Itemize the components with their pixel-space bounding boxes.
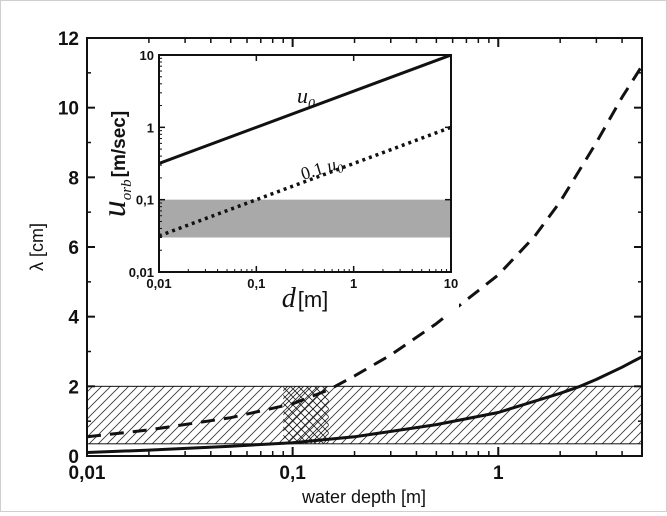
y-tick-label: 0	[68, 447, 79, 468]
y-tick-label: 10	[58, 99, 79, 120]
inset-axes: 0,01 0,1 1 10 0,01 0,1 1 10	[129, 48, 459, 291]
inset-y-axis-label: uorb[m/sec]	[96, 111, 135, 217]
y-tick-label: 12	[58, 29, 79, 50]
series-line-dashed	[87, 65, 642, 439]
inset-y-unit: [m/sec]	[109, 111, 130, 178]
inset-x-tick-label: 0,1	[247, 276, 265, 291]
y-tick-label: 4	[68, 308, 79, 329]
inset-plot-border	[158, 54, 452, 273]
x-tick-label: 1	[493, 463, 504, 484]
inset-x-tick-label: 0,01	[146, 276, 171, 291]
y-tick-label: 2	[68, 377, 79, 398]
x-tick-label: 0,01	[69, 463, 106, 484]
inset-x-unit: [m]	[298, 287, 329, 312]
series-label-01u0-sub: 0	[335, 161, 345, 176]
series-label-u0-sub: 0	[308, 97, 315, 112]
inset-y-symbol: u	[96, 200, 133, 217]
inset-y-subscript: orb	[119, 179, 135, 200]
cross-hatched-region	[283, 386, 329, 444]
series-label-u0-main: u	[297, 83, 308, 108]
inset-grey-band	[159, 199, 451, 238]
inset-series	[159, 55, 451, 238]
x-tick-label: 0,1	[279, 463, 306, 484]
inset-x-symbol: d	[282, 283, 297, 314]
y-axis-label: λ [cm]	[27, 223, 47, 271]
series-label-u0: u0	[297, 83, 315, 112]
inset-y-tick-label: 0,01	[129, 265, 154, 280]
main-series	[87, 65, 642, 454]
inset-x-axis-label: d[m]	[282, 283, 329, 314]
inset-y-tick-label: 10	[140, 48, 154, 63]
inset-regions	[159, 199, 451, 238]
y-tick-label: 8	[68, 168, 79, 189]
inset-y-tick-label: 1	[147, 120, 154, 135]
inset-x-tick-label: 10	[444, 276, 458, 291]
inset-x-tick-label: 1	[350, 276, 357, 291]
inset-series-line-dotted	[159, 125, 451, 238]
inset-y-tick-label: 0,1	[136, 193, 154, 208]
inset-series-line-solid	[159, 55, 451, 165]
inset-labels: d[m]uorb[m/sec]u00.1 u0	[96, 83, 345, 314]
series-line-solid	[87, 355, 642, 454]
y-tick-label: 6	[68, 238, 79, 259]
x-axis-label: water depth [m]	[301, 487, 426, 507]
